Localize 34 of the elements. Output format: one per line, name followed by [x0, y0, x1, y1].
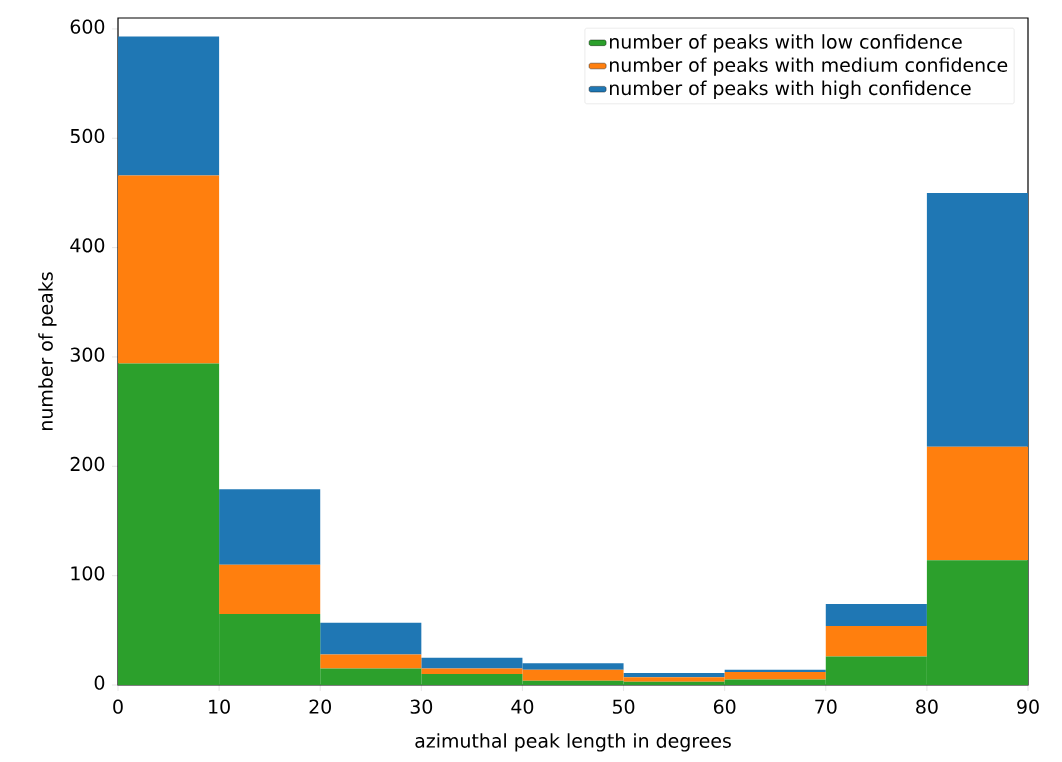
x-tick-label: 80: [916, 699, 938, 714]
x-tick-label: 40: [511, 699, 534, 714]
bar: [320, 654, 422, 669]
bar: [926, 192, 1028, 447]
bar: [219, 489, 321, 565]
y-tick-label: 0: [94, 675, 105, 690]
x-tick-label: 20: [309, 699, 331, 714]
x-axis-title: azimuthal peak length in degrees: [415, 733, 731, 752]
x-tick-label: 0: [113, 699, 123, 714]
x-tick-label: 60: [713, 699, 736, 714]
legend-label: number of peaks with medium confidence: [610, 57, 1008, 76]
bar: [825, 625, 927, 657]
x-tick-label: 70: [815, 699, 837, 714]
y-tick-label: 500: [70, 128, 105, 144]
bar: [219, 564, 321, 614]
y-tick-label: 300: [70, 347, 105, 362]
y-tick-label: 200: [70, 456, 105, 472]
bar: [320, 622, 422, 655]
x-tick-label: 90: [1017, 699, 1039, 714]
bar: [825, 604, 927, 626]
y-axis-title: number of peaks: [38, 272, 57, 430]
y-tick-label: 600: [70, 19, 105, 34]
legend-label: number of peaks with high confidence: [610, 80, 971, 99]
bar: [724, 669, 826, 672]
bar: [926, 446, 1028, 561]
bar: [118, 175, 220, 364]
x-tick-label: 10: [209, 699, 230, 714]
y-tick-label: 100: [71, 566, 105, 581]
bar: [623, 672, 725, 678]
legend-label: number of peaks with low confidence: [610, 34, 962, 53]
x-tick-label: 30: [410, 699, 433, 714]
bar: [118, 36, 220, 176]
y-tick-label: 400: [70, 238, 105, 253]
x-tick-label: 50: [612, 699, 635, 714]
